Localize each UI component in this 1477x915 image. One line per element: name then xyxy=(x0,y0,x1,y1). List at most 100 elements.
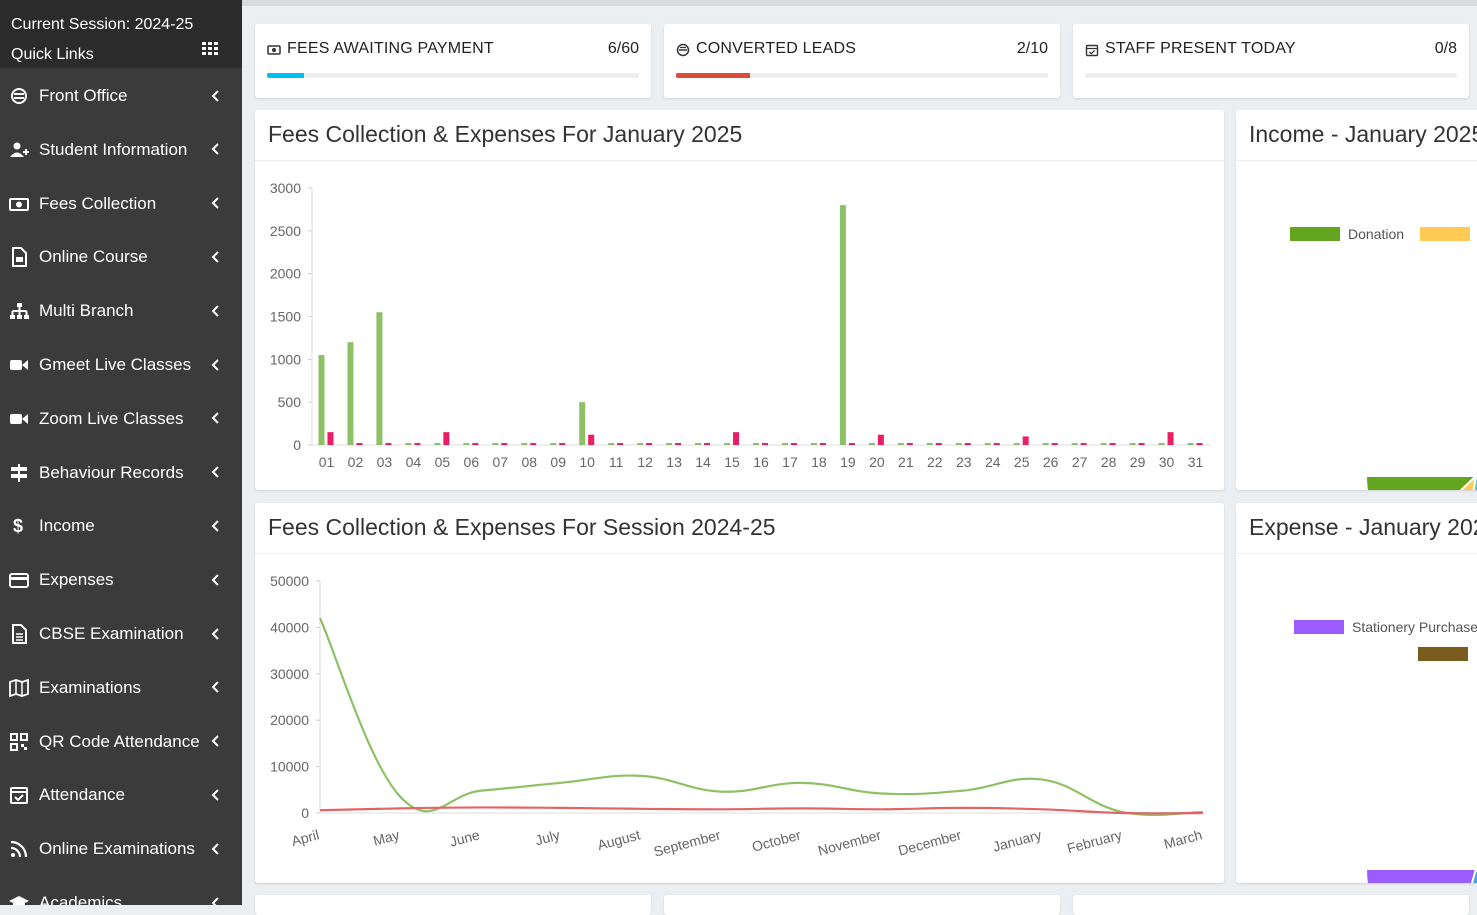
series-line-expense[interactable] xyxy=(320,807,1203,813)
bar-expense-18[interactable] xyxy=(820,443,826,445)
bar-fees-29[interactable] xyxy=(1130,443,1136,445)
bar-fees-24[interactable] xyxy=(985,443,991,445)
sidebar-item-multi-branch[interactable]: Multi Branch xyxy=(0,284,242,338)
chevron-left-icon[interactable] xyxy=(208,731,224,752)
bar-fees-12[interactable] xyxy=(637,443,643,445)
bar-expense-14[interactable] xyxy=(704,443,710,445)
sidebar-item-student-information[interactable]: Student Information xyxy=(0,123,242,177)
bar-expense-04[interactable] xyxy=(414,443,420,445)
legend-label[interactable]: Stationery Purchase xyxy=(1352,619,1477,635)
bar-fees-11[interactable] xyxy=(608,443,614,445)
bar-fees-20[interactable] xyxy=(869,443,875,445)
bar-fees-15[interactable] xyxy=(724,443,730,445)
pie-slice-0[interactable] xyxy=(1366,476,1476,490)
sidebar-item-online-course[interactable]: Online Course xyxy=(0,230,242,284)
chevron-left-icon[interactable] xyxy=(208,785,224,806)
bar-fees-22[interactable] xyxy=(927,443,933,445)
bar-fees-14[interactable] xyxy=(695,443,701,445)
bar-expense-20[interactable] xyxy=(878,435,884,445)
bar-expense-23[interactable] xyxy=(965,443,971,445)
bar-expense-11[interactable] xyxy=(617,443,623,445)
legend-label[interactable]: Donation xyxy=(1348,226,1404,242)
quick-links-label[interactable]: Quick Links xyxy=(11,40,231,70)
sidebar-item-gmeet-live-classes[interactable]: Gmeet Live Classes xyxy=(0,338,242,392)
legend-swatch[interactable] xyxy=(1294,620,1344,634)
bar-expense-02[interactable] xyxy=(356,443,362,445)
chevron-left-icon[interactable] xyxy=(208,677,224,698)
bar-fees-17[interactable] xyxy=(782,443,788,445)
pie-slice-0[interactable] xyxy=(1366,869,1476,883)
bar-fees-25[interactable] xyxy=(1014,443,1020,445)
bar-fees-04[interactable] xyxy=(405,443,411,445)
bar-fees-06[interactable] xyxy=(463,443,469,445)
bar-expense-31[interactable] xyxy=(1197,443,1203,445)
grid-icon[interactable] xyxy=(202,42,218,56)
bar-expense-09[interactable] xyxy=(559,443,565,445)
bar-fees-23[interactable] xyxy=(956,443,962,445)
sidebar-item-front-office[interactable]: Front Office xyxy=(0,69,242,123)
stat-card-converted-leads[interactable]: CONVERTED LEADS 2/10 xyxy=(664,24,1060,98)
sidebar-item-qr-code-attendance[interactable]: QR Code Attendance xyxy=(0,715,242,769)
sidebar-item-cbse-examination[interactable]: CBSE Examination xyxy=(0,607,242,661)
bar-expense-16[interactable] xyxy=(762,443,768,445)
sidebar-item-fees-collection[interactable]: Fees Collection xyxy=(0,177,242,231)
sidebar-item-examinations[interactable]: Examinations xyxy=(0,661,242,715)
sidebar-item-income[interactable]: $Income xyxy=(0,499,242,553)
bar-fees-10[interactable] xyxy=(579,402,585,445)
bar-fees-05[interactable] xyxy=(434,443,440,445)
chevron-left-icon[interactable] xyxy=(208,86,224,107)
chevron-left-icon[interactable] xyxy=(208,462,224,483)
chevron-left-icon[interactable] xyxy=(208,408,224,429)
bar-expense-17[interactable] xyxy=(791,443,797,445)
chevron-left-icon[interactable] xyxy=(208,247,224,268)
bar-fees-02[interactable] xyxy=(347,342,353,445)
bar-fees-21[interactable] xyxy=(898,443,904,445)
bar-fees-03[interactable] xyxy=(376,312,382,445)
legend-swatch[interactable] xyxy=(1418,647,1468,661)
bar-expense-29[interactable] xyxy=(1139,443,1145,445)
sidebar-item-expenses[interactable]: Expenses xyxy=(0,553,242,607)
bar-expense-24[interactable] xyxy=(994,443,1000,445)
bar-expense-26[interactable] xyxy=(1052,443,1058,445)
sidebar-item-attendance[interactable]: Attendance xyxy=(0,768,242,822)
stat-card-fees-awaiting[interactable]: FEES AWAITING PAYMENT 6/60 xyxy=(255,24,651,98)
bar-fees-27[interactable] xyxy=(1072,443,1078,445)
bar-expense-06[interactable] xyxy=(472,443,478,445)
bar-expense-13[interactable] xyxy=(675,443,681,445)
bar-fees-19[interactable] xyxy=(840,205,846,445)
bar-expense-19[interactable] xyxy=(849,443,855,445)
bar-expense-30[interactable] xyxy=(1168,432,1174,445)
bar-expense-01[interactable] xyxy=(327,432,333,445)
chevron-left-icon[interactable] xyxy=(208,355,224,376)
bar-expense-07[interactable] xyxy=(501,443,507,445)
bar-expense-21[interactable] xyxy=(907,443,913,445)
bar-expense-05[interactable] xyxy=(443,432,449,445)
sidebar-item-academics[interactable]: Academics xyxy=(0,876,242,905)
bar-fees-28[interactable] xyxy=(1101,443,1107,445)
bar-fees-26[interactable] xyxy=(1043,443,1049,445)
bar-fees-18[interactable] xyxy=(811,443,817,445)
bar-fees-16[interactable] xyxy=(753,443,759,445)
chevron-left-icon[interactable] xyxy=(208,839,224,860)
chevron-left-icon[interactable] xyxy=(208,139,224,160)
bar-expense-03[interactable] xyxy=(385,443,391,445)
legend-swatch[interactable] xyxy=(1290,227,1340,241)
bar-expense-08[interactable] xyxy=(530,443,536,445)
bar-expense-25[interactable] xyxy=(1023,436,1029,445)
bar-fees-30[interactable] xyxy=(1159,443,1165,445)
bar-fees-07[interactable] xyxy=(492,443,498,445)
bar-expense-28[interactable] xyxy=(1110,443,1116,445)
bar-fees-09[interactable] xyxy=(550,443,556,445)
chevron-left-icon[interactable] xyxy=(208,301,224,322)
bar-expense-12[interactable] xyxy=(646,443,652,445)
sidebar-item-behaviour-records[interactable]: Behaviour Records xyxy=(0,446,242,500)
chevron-left-icon[interactable] xyxy=(208,624,224,645)
stat-card-staff-present[interactable]: STAFF PRESENT TODAY 0/8 xyxy=(1073,24,1469,98)
bar-expense-10[interactable] xyxy=(588,435,594,445)
bar-expense-15[interactable] xyxy=(733,432,739,445)
chevron-left-icon[interactable] xyxy=(208,193,224,214)
bar-fees-13[interactable] xyxy=(666,443,672,445)
bar-fees-08[interactable] xyxy=(521,443,527,445)
chevron-left-icon[interactable] xyxy=(208,570,224,591)
sidebar-item-zoom-live-classes[interactable]: Zoom Live Classes xyxy=(0,392,242,446)
